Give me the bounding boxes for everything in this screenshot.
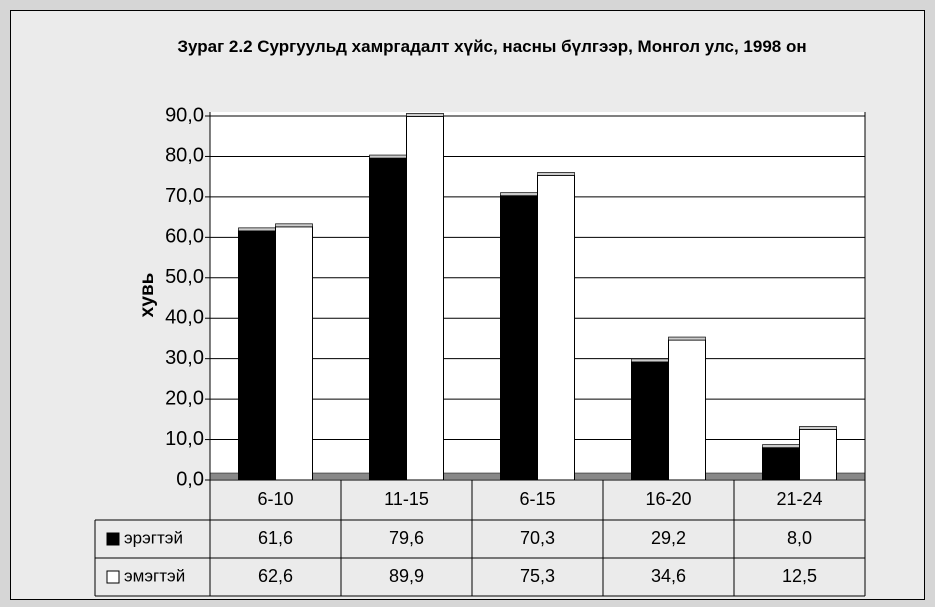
bar-top [238,227,276,232]
bar-top [500,192,538,197]
x-tick-label: 11-15 [384,489,429,509]
y-axis-label: хувь [137,273,158,318]
bar-top [369,154,407,159]
y-tick-label: 70,0 [165,185,204,207]
y-tick-label: 80,0 [165,145,204,167]
x-tick-label: 16-20 [645,489,691,509]
table-value: 12,5 [782,566,817,586]
bar-top [275,223,313,228]
bar [275,226,313,481]
bar [668,339,706,481]
bar-top [631,358,669,363]
y-tick-label: 50,0 [165,266,204,288]
bar [799,428,837,481]
x-tick-label: 6-10 [257,489,293,509]
table-value: 34,6 [651,566,686,586]
table-value: 75,3 [520,566,555,586]
y-tick-label: 10,0 [165,428,204,450]
bar [762,447,800,481]
bar [631,361,669,481]
y-tick-label: 60,0 [165,226,204,248]
bar [406,115,444,481]
y-tick-label: 40,0 [165,307,204,329]
bar-top [799,426,837,430]
y-tick-label: 0,0 [176,468,204,490]
legend-label: эмэгтэй [124,566,185,585]
table-value: 89,9 [389,566,424,586]
y-tick-label: 90,0 [165,104,204,126]
bar-top [762,444,800,448]
bar-top [668,336,706,341]
bar [369,157,407,481]
table-value: 29,2 [651,528,686,548]
legend-swatch [106,532,120,546]
table-value: 62,6 [258,566,293,586]
bar [537,174,575,481]
table-value: 61,6 [258,528,293,548]
legend-label: эрэгтэй [124,528,183,547]
x-tick-label: 21-24 [776,489,822,509]
y-tick-label: 20,0 [165,387,204,409]
bar-top [537,172,575,176]
y-tick-label: 30,0 [165,347,204,369]
table-value: 8,0 [787,528,812,548]
bar [500,195,538,481]
table-value: 79,6 [389,528,424,548]
bar [238,230,276,481]
table-value: 70,3 [520,528,555,548]
legend-swatch [106,570,120,584]
x-tick-label: 6-15 [519,489,555,509]
bar-top [406,113,444,117]
chart-title: Зураг 2.2 Сургуульд хамргадалт хүйс, нас… [177,37,806,56]
